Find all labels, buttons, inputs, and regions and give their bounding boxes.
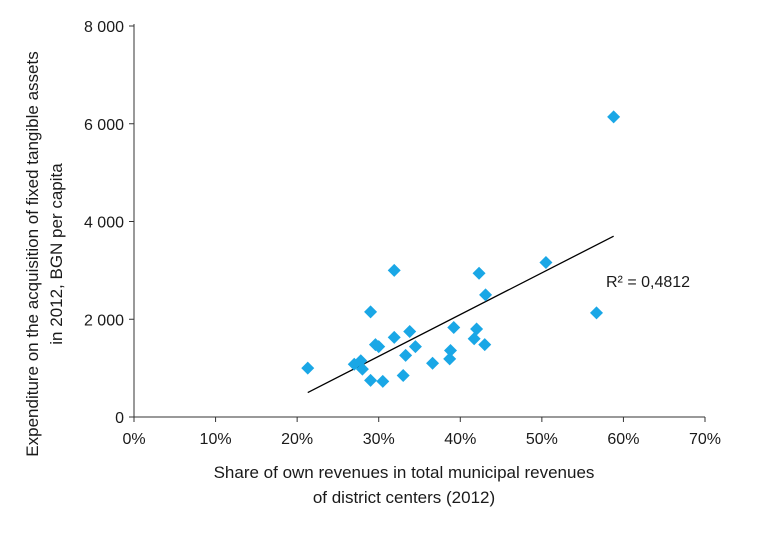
data-point [387,330,401,344]
data-point [447,321,461,335]
data-point [376,374,390,388]
x-tick-label: 70% [689,431,721,448]
data-point [355,362,369,376]
data-point [478,338,492,352]
data-point [590,306,604,320]
x-tick-label: 20% [281,431,313,448]
data-point [479,288,493,302]
data-point [364,305,378,319]
data-point [364,373,378,387]
axes: 0 2 000 4 000 6 000 8 000 0% 10% 20% 30% 40% 50% 60… [84,19,721,448]
data-point [443,344,457,358]
data-point [426,356,440,370]
data-point [301,361,315,375]
y-tick-label: 6 000 [84,117,124,134]
y-axis-title-line-2: in 2012, BGN per capita [47,163,66,345]
y-tick-label: 4 000 [84,215,124,232]
x-tick-label: 10% [200,431,232,448]
x-axis-title-line-2: of district centers (2012) [313,488,495,507]
data-point [403,324,417,338]
y-tick-label: 0 [115,410,124,427]
r-squared-label: R² = 0,4812 [606,274,690,291]
data-point [470,322,484,336]
y-axis-title-line-1: Expenditure on the acquisition of fixed … [23,51,42,456]
data-point [372,340,386,354]
y-tick-label: 2 000 [84,312,124,329]
data-point [443,352,457,366]
data-point [354,354,368,368]
data-point [387,263,401,277]
data-point [467,332,481,346]
data-point [408,340,422,354]
x-tick-label: 40% [444,431,476,448]
x-tick-label: 60% [607,431,639,448]
y-tick-label: 8 000 [84,19,124,36]
data-point [472,266,486,280]
x-tick-label: 30% [363,431,395,448]
x-axis-title: Share of own revenues in total municipal… [214,463,595,507]
x-tick-label: 50% [526,431,558,448]
data-point [539,256,553,270]
x-axis-title-line-1: Share of own revenues in total municipal… [214,463,595,482]
data-point [399,348,413,362]
y-axis-title: Expenditure on the acquisition of fixed … [23,51,66,456]
data-point [607,110,621,124]
data-point [396,368,410,382]
data-points [301,110,621,388]
x-tick-label: 0% [122,431,145,448]
